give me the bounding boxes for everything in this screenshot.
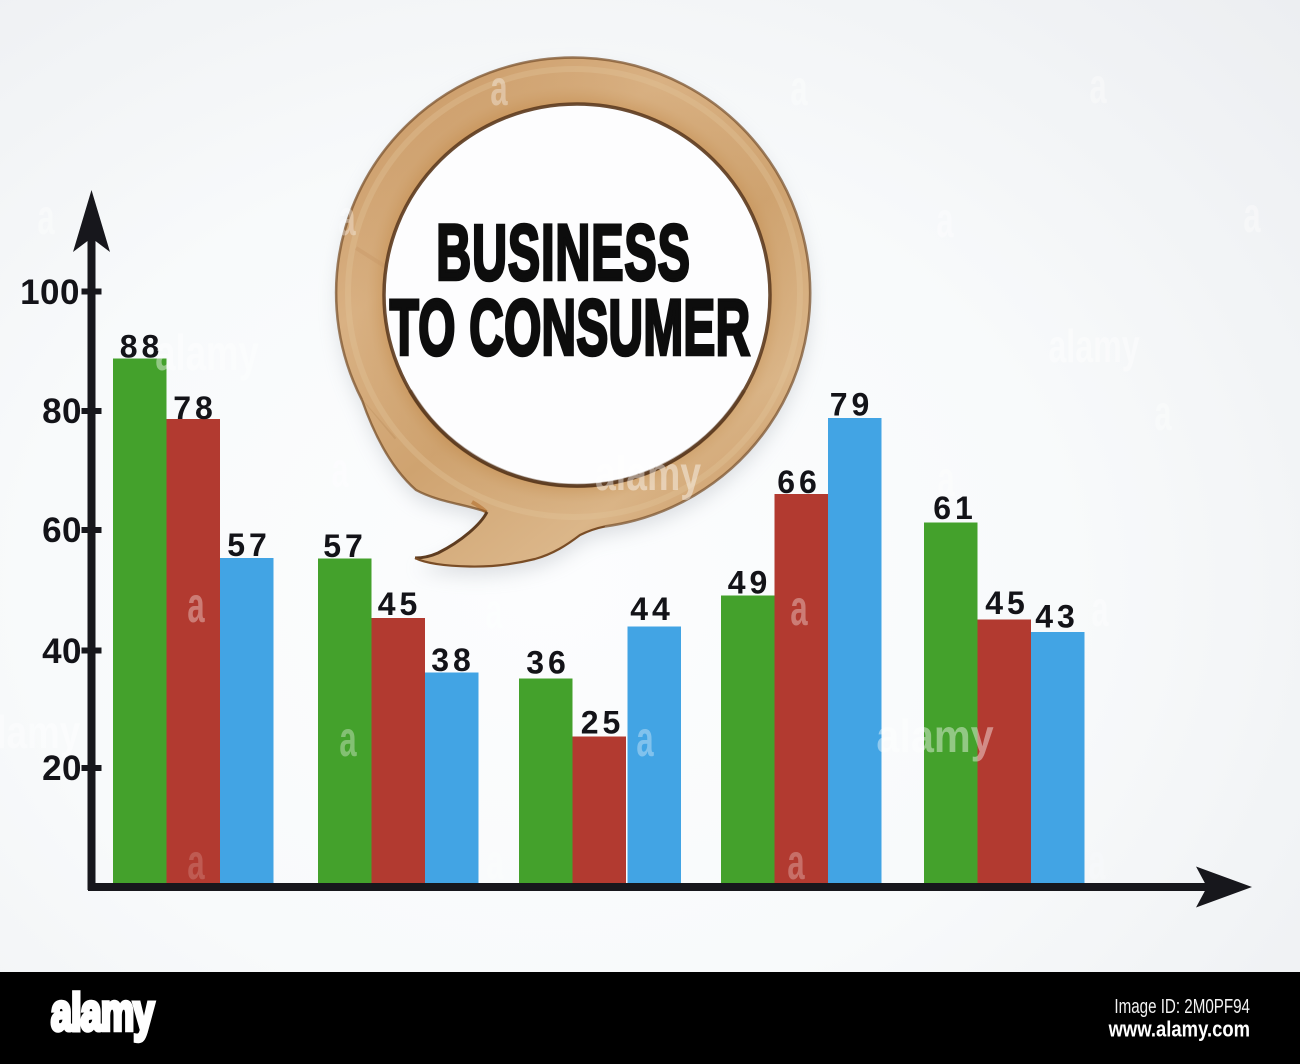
svg-text:45: 45 [378,586,422,622]
svg-text:25: 25 [581,705,625,741]
svg-text:Image ID: 2M0PF94: Image ID: 2M0PF94 [1114,995,1250,1018]
svg-text:a: a [187,576,205,632]
svg-text:alamy: alamy [155,325,259,381]
svg-text:a: a [187,833,205,889]
svg-text:a: a [1243,186,1261,242]
svg-text:a: a [790,579,808,635]
svg-text:44: 44 [630,591,674,627]
svg-text:36: 36 [526,645,570,681]
svg-text:a: a [1091,580,1109,636]
svg-text:a: a [490,59,508,115]
svg-text:49: 49 [728,565,772,601]
svg-text:57: 57 [227,527,271,563]
svg-text:78: 78 [173,390,217,426]
svg-text:alamy: alamy [1048,321,1139,372]
svg-text:www.alamy.com: www.alamy.com [1108,1017,1250,1042]
svg-text:alamy: alamy [595,448,701,502]
svg-text:a: a [1154,384,1172,440]
svg-text:61: 61 [933,490,977,526]
svg-text:TO CONSUMER: TO CONSUMER [390,283,751,371]
svg-text:80: 80 [42,392,82,431]
svg-text:a: a [937,450,955,506]
svg-text:a: a [936,191,954,247]
svg-text:a: a [486,833,504,889]
svg-text:20: 20 [42,749,82,788]
svg-text:79: 79 [830,387,874,423]
svg-text:a: a [485,582,503,638]
svg-text:a: a [1089,57,1107,113]
svg-text:a: a [787,833,805,889]
svg-text:100: 100 [20,273,80,312]
svg-text:60: 60 [42,511,82,550]
svg-text:alamy: alamy [51,983,154,1042]
svg-text:88: 88 [120,329,164,365]
svg-text:a: a [331,441,349,497]
svg-text:38: 38 [431,642,475,678]
svg-text:66: 66 [777,464,821,500]
svg-text:BUSINESS: BUSINESS [436,208,690,296]
svg-text:a: a [790,59,808,115]
svg-text:a: a [37,188,55,244]
svg-text:a: a [339,710,357,766]
svg-text:a: a [1088,833,1106,889]
svg-text:a: a [636,710,654,766]
svg-text:a: a [338,189,356,245]
svg-text:57: 57 [323,528,367,564]
svg-text:45: 45 [985,585,1029,621]
svg-text:alamy: alamy [876,711,994,763]
svg-text:43: 43 [1035,599,1079,635]
svg-text:alamy: alamy [0,706,80,758]
svg-text:40: 40 [42,632,82,671]
